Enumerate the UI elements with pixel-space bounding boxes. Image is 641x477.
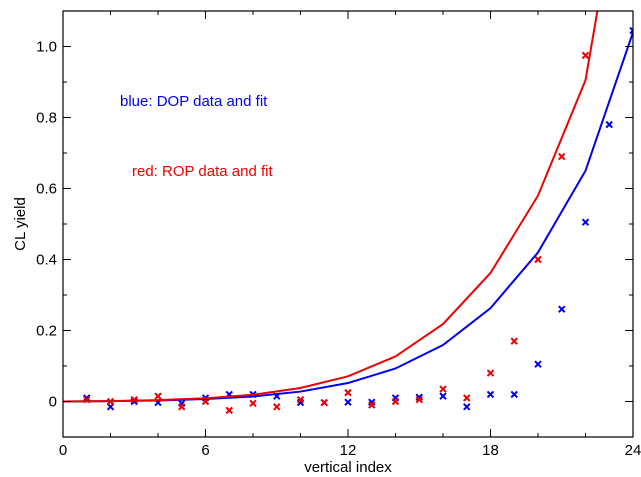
data-point — [368, 401, 376, 409]
data-point — [439, 392, 447, 400]
data-point — [296, 396, 305, 404]
chart-marks — [63, 11, 633, 415]
data-point — [534, 360, 542, 368]
data-point — [415, 396, 423, 404]
annotation-dop: blue: DOP data and fit — [120, 93, 268, 110]
data-point — [344, 388, 352, 397]
data-point — [463, 394, 471, 402]
data-point — [249, 399, 257, 407]
data-point — [629, 26, 633, 35]
fit-curve-3 — [63, 11, 599, 403]
data-point — [391, 397, 400, 406]
fit-curve-2 — [63, 31, 633, 403]
y-tick-label: 0.4 — [36, 252, 57, 269]
x-tick-label: 6 — [201, 442, 209, 459]
y-tick-label: 0.6 — [36, 181, 57, 198]
y-tick-label: 1.0 — [36, 39, 57, 56]
data-point — [534, 255, 542, 264]
data-point — [558, 152, 566, 161]
data-point — [463, 403, 471, 411]
data-point — [154, 392, 162, 400]
data-point — [486, 369, 495, 377]
data-point — [510, 390, 518, 399]
x-tick-label: 24 — [625, 442, 641, 459]
data-point — [558, 305, 566, 313]
x-tick-label: 18 — [482, 442, 499, 459]
data-point — [415, 393, 423, 401]
data-point — [225, 406, 233, 415]
data-point — [344, 398, 352, 406]
x-tick-label: 12 — [340, 442, 357, 459]
data-point — [83, 394, 91, 402]
data-point — [439, 385, 447, 393]
data-point — [605, 120, 613, 129]
axis-ticks: 0 6 12 18 24 0 0.2 0.4 0.6 0.8 1.0 — [36, 10, 641, 459]
data-point — [581, 218, 590, 226]
y-tick-label: 0 — [49, 394, 57, 411]
data-point — [320, 398, 328, 407]
plot-frame — [62, 10, 634, 438]
data-point — [486, 390, 495, 399]
data-point — [510, 337, 518, 345]
data-point — [178, 403, 186, 411]
data-point — [581, 51, 590, 60]
y-tick-label: 0.8 — [36, 110, 57, 127]
x-tick-label: 0 — [59, 442, 67, 459]
x-axis-label: vertical index — [304, 459, 392, 476]
y-axis-label: CL yield — [12, 197, 29, 251]
y-tick-label: 0.2 — [36, 323, 57, 340]
annotation-rop: red: ROP data and fit — [132, 163, 273, 180]
data-point — [273, 403, 281, 411]
